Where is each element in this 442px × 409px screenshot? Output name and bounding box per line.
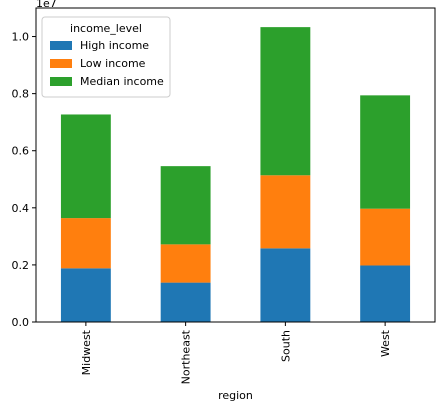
legend-label-median-income: Median income <box>80 75 164 88</box>
plot-frame <box>35 7 436 323</box>
y-tick-label: 0.0 <box>12 316 30 329</box>
bar-west-low-income <box>360 208 411 266</box>
y-tick-label: 0.4 <box>12 202 30 215</box>
x-tick-label-northeast: Northeast <box>180 329 193 384</box>
y-tick-label: 0.6 <box>12 145 30 158</box>
legend: income_level High income Low income Median … <box>41 16 171 98</box>
bar-west-high-income <box>360 265 411 322</box>
legend-swatch-low-income <box>50 59 72 68</box>
x-tick-label-west: West <box>379 329 392 357</box>
y-axis-offset-text: 1e7 <box>36 0 57 10</box>
legend-swatch-high-income <box>50 41 72 50</box>
legend-title: income_level <box>70 22 142 35</box>
bar-midwest-high-income <box>60 268 111 322</box>
y-tick-label: 1.0 <box>12 31 30 44</box>
x-tick-label-south: South <box>279 330 292 362</box>
bar-south-high-income <box>260 248 311 322</box>
x-tick-label-midwest: Midwest <box>80 329 93 375</box>
bar-northeast-high-income <box>160 282 211 322</box>
x-axis: Midwest Northeast South West <box>80 322 392 384</box>
bar-northeast-median-income <box>160 166 211 245</box>
y-tick-label: 0.2 <box>12 259 30 272</box>
y-tick-label: 0.8 <box>12 88 30 101</box>
bar-west-median-income <box>360 95 411 209</box>
bar-south-median-income <box>260 27 311 176</box>
bar-south-low-income <box>260 175 311 249</box>
legend-swatch-median-income <box>50 77 72 86</box>
bar-midwest-low-income <box>60 218 111 269</box>
bar-northeast-low-income <box>160 244 211 283</box>
legend-label-low-income: Low income <box>80 57 146 70</box>
bar-midwest-median-income <box>60 114 111 219</box>
bars-group <box>60 27 411 322</box>
x-axis-label: region <box>218 389 253 402</box>
y-axis: 0.0 0.2 0.4 0.6 0.8 1.0 <box>12 31 36 329</box>
legend-label-high-income: High income <box>80 39 149 52</box>
legend-box <box>41 16 171 98</box>
